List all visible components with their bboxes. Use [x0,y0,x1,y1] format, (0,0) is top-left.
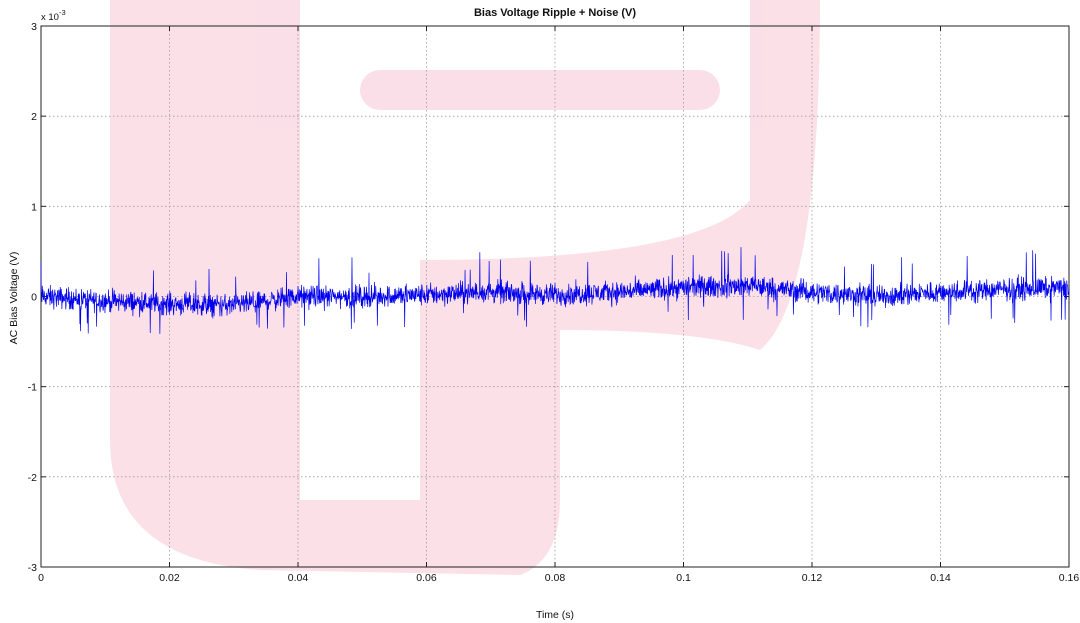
x-tick-label: 0.02 [159,572,180,584]
x-tick-label: 0 [38,572,44,584]
y-tick-label: 1 [31,201,37,213]
chart-title: Bias Voltage Ripple + Noise (V) [474,7,636,19]
y-tick-label: 0 [31,292,37,304]
y-axis-label: AC Bias Voltage (V) [8,252,20,345]
x-tick-label: 0.06 [416,572,437,584]
x-tick-label: 0.04 [288,572,309,584]
y-tick-label: -3 [28,562,37,574]
x-tick-label: 0.1 [676,572,691,584]
x-tick-label: 0.12 [802,572,823,584]
x-axis-label: Time (s) [536,609,574,621]
y-exponent-label: x 10-3 [41,8,66,23]
x-tick-label: 0.14 [930,572,951,584]
y-tick-label: -2 [28,472,37,484]
series-line [40,247,1070,334]
y-exponent-base: x 10 [41,12,59,23]
watermark-bar [360,70,720,110]
y-tick-label: 3 [31,21,37,33]
y-tick-label: -1 [28,382,37,394]
series-layer [40,247,1070,334]
y-tick-label: 2 [31,111,37,123]
x-tick-label: 0.08 [545,572,566,584]
x-tick-label: 0.16 [1059,572,1080,584]
y-exponent-power: -3 [59,8,66,17]
axis-ticks: 0 0.02 0.04 0.06 0.08 0.1 0.12 0.14 0.16 -3 -2 -1 0 1… [28,21,1080,584]
